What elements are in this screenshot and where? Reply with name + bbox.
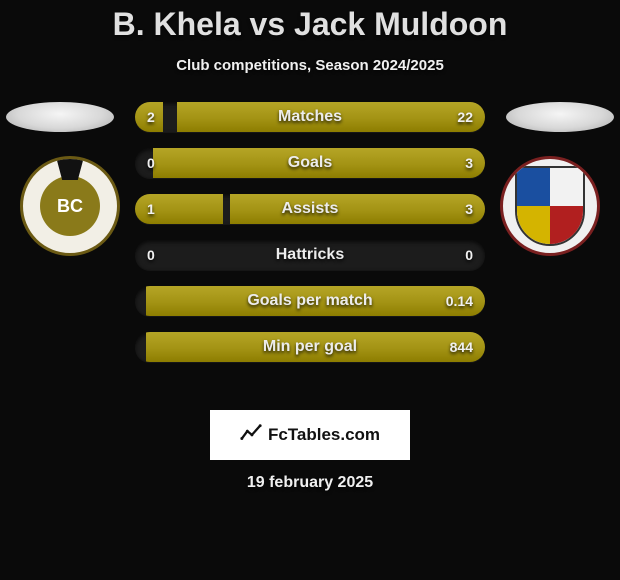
- stat-value-right: 22: [457, 102, 473, 132]
- page-title: B. Khela vs Jack Muldoon: [0, 0, 620, 43]
- stat-value-right: 844: [450, 332, 473, 362]
- stat-fill-right: [146, 332, 486, 362]
- stat-bars: 2 22 Matches 0 3 Goals 1 3 Assists 0 0 H…: [135, 102, 485, 378]
- stat-value-right: 0: [465, 240, 473, 270]
- stat-fill-right: [146, 286, 486, 316]
- stat-track: [135, 102, 485, 132]
- stat-row: 0 0 Hattricks: [135, 240, 485, 270]
- player-left-crest: BC: [20, 156, 120, 256]
- stat-value-left: 1: [147, 194, 155, 224]
- stat-track: [135, 332, 485, 362]
- brand-badge: FcTables.com: [210, 410, 410, 460]
- player-right-crest: [500, 156, 600, 256]
- stat-value-right: 0.14: [446, 286, 473, 316]
- player-left-platform: [6, 102, 114, 132]
- stat-track: [135, 148, 485, 178]
- page-date: 19 february 2025: [0, 474, 620, 492]
- stat-track: [135, 286, 485, 316]
- stat-fill-right: [153, 148, 486, 178]
- stat-value-left: 0: [147, 148, 155, 178]
- stat-row: 0.14 Goals per match: [135, 286, 485, 316]
- page-subtitle: Club competitions, Season 2024/2025: [0, 57, 620, 74]
- stat-row: 0 3 Goals: [135, 148, 485, 178]
- stat-row: 1 3 Assists: [135, 194, 485, 224]
- stat-fill-right: [230, 194, 486, 224]
- stat-row: 2 22 Matches: [135, 102, 485, 132]
- stat-value-left: 0: [147, 240, 155, 270]
- stat-row: 844 Min per goal: [135, 332, 485, 362]
- player-right-platform: [506, 102, 614, 132]
- stat-value-left: 2: [147, 102, 155, 132]
- stat-track: [135, 240, 485, 270]
- comparison-area: BC 2 22 Matches 0 3 Goals 1 3 Assists: [0, 102, 620, 382]
- stat-fill-right: [177, 102, 485, 132]
- crest-left-badge: BC: [40, 176, 100, 236]
- brand-icon: [240, 422, 262, 449]
- crest-right-badge: [515, 166, 585, 246]
- stat-value-right: 3: [465, 148, 473, 178]
- stat-track: [135, 194, 485, 224]
- stat-value-right: 3: [465, 194, 473, 224]
- brand-text: FcTables.com: [268, 425, 380, 445]
